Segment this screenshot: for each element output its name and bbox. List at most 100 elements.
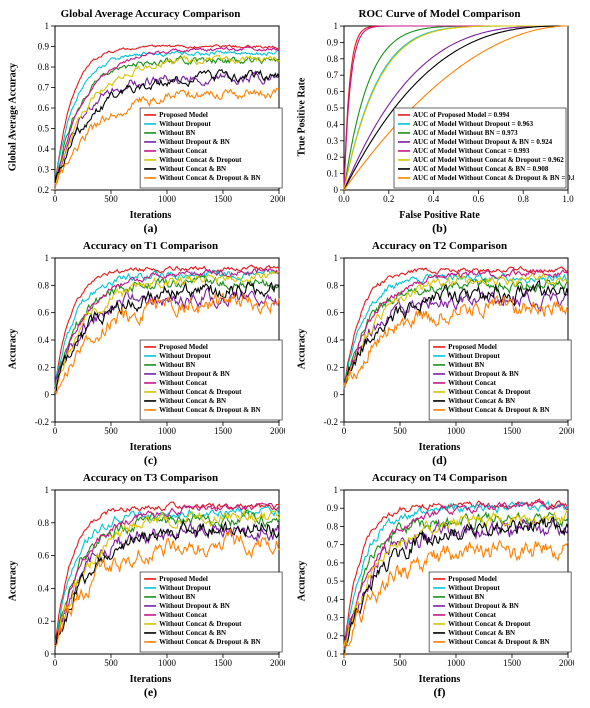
- svg-text:Without Concat: Without Concat: [448, 611, 497, 619]
- svg-text:0.5: 0.5: [326, 103, 338, 113]
- panel-d-chart: Accuracy 0500100015002000-0.200.20.40.60…: [306, 254, 574, 444]
- svg-text:0.4: 0.4: [326, 594, 338, 604]
- panel-a-sublabel: (a): [144, 221, 158, 236]
- svg-text:0.6: 0.6: [326, 558, 338, 568]
- panel-d-ylabel: Accuracy: [296, 329, 307, 370]
- svg-text:0.4: 0.4: [326, 119, 338, 129]
- svg-text:Without Dropout & BN: Without Dropout & BN: [159, 370, 230, 378]
- panel-d-sublabel: (d): [432, 453, 447, 468]
- svg-text:Without Concat: Without Concat: [159, 379, 208, 387]
- panel-a-title: Global Average Accuracy Comparison: [61, 8, 241, 20]
- svg-text:Without Dropout: Without Dropout: [448, 352, 500, 360]
- panel-f-title: Accuracy on T4 Comparison: [372, 472, 507, 484]
- svg-text:Without BN: Without BN: [448, 361, 484, 369]
- svg-text:0.2: 0.2: [326, 362, 337, 372]
- svg-text:Proposed Model: Proposed Model: [159, 343, 208, 351]
- svg-text:1: 1: [333, 254, 338, 263]
- svg-text:2000: 2000: [559, 426, 574, 436]
- svg-text:AUC of Model Without Concat =: AUC of Model Without Concat = 0.993: [413, 147, 530, 155]
- svg-text:0.4: 0.4: [37, 335, 49, 345]
- svg-text:0.8: 0.8: [326, 54, 338, 64]
- svg-text:-0.2: -0.2: [34, 417, 48, 427]
- svg-text:1: 1: [333, 22, 338, 31]
- panel-c-chart: Accuracy 0500100015002000-0.200.20.40.60…: [17, 254, 285, 444]
- svg-text:0: 0: [333, 390, 338, 400]
- svg-text:Without BN: Without BN: [159, 361, 195, 369]
- svg-text:0.4: 0.4: [427, 194, 439, 204]
- svg-text:Without Dropout & BN: Without Dropout & BN: [448, 370, 519, 378]
- svg-text:0.0: 0.0: [338, 194, 350, 204]
- svg-text:Without Concat: Without Concat: [448, 379, 497, 387]
- panel-c-sublabel: (c): [144, 453, 157, 468]
- svg-text:0: 0: [52, 194, 57, 204]
- svg-text:1500: 1500: [214, 426, 233, 436]
- svg-text:0: 0: [44, 390, 49, 400]
- svg-text:0: 0: [52, 426, 57, 436]
- svg-text:1000: 1000: [158, 658, 177, 668]
- panel-e-sublabel: (e): [144, 685, 157, 700]
- svg-text:Without Dropout: Without Dropout: [448, 584, 500, 592]
- svg-text:1: 1: [44, 254, 49, 263]
- svg-text:0.7: 0.7: [326, 540, 338, 550]
- svg-text:AUC of Model Without Concat &: AUC of Model Without Concat & BN = 0.908: [413, 165, 549, 173]
- svg-text:0.5: 0.5: [326, 576, 338, 586]
- svg-text:500: 500: [393, 426, 407, 436]
- svg-text:0.2: 0.2: [37, 185, 48, 195]
- svg-text:Without BN: Without BN: [159, 129, 195, 137]
- svg-text:0.2: 0.2: [326, 152, 337, 162]
- svg-text:0.3: 0.3: [326, 613, 338, 623]
- svg-text:Proposed Model: Proposed Model: [159, 575, 208, 583]
- svg-text:1500: 1500: [503, 658, 522, 668]
- svg-text:Without Dropout & BN: Without Dropout & BN: [159, 602, 230, 610]
- svg-text:0.8: 0.8: [326, 521, 338, 531]
- panel-a-ylabel: Global Average Accuracy: [7, 63, 18, 171]
- svg-text:Without Concat & BN: Without Concat & BN: [448, 629, 515, 637]
- panel-b-sublabel: (b): [432, 221, 447, 236]
- panel-e-chart: Accuracy 050010001500200000.20.40.60.81P…: [17, 486, 285, 676]
- svg-text:0.3: 0.3: [37, 165, 49, 175]
- panel-b-chart: True Positive Rate 0.00.20.40.60.81.000.…: [306, 22, 574, 212]
- svg-text:Without Concat & BN: Without Concat & BN: [448, 397, 515, 405]
- panel-e: Accuracy on T3 Comparison Accuracy 05001…: [8, 472, 293, 700]
- svg-text:Without BN: Without BN: [159, 593, 195, 601]
- svg-text:0.9: 0.9: [326, 503, 338, 513]
- svg-text:1000: 1000: [447, 658, 466, 668]
- svg-text:0: 0: [341, 658, 346, 668]
- svg-text:0: 0: [341, 426, 346, 436]
- svg-text:0.9: 0.9: [326, 37, 338, 47]
- svg-text:0.1: 0.1: [326, 649, 337, 659]
- panel-b: ROC Curve of Model Comparison True Posit…: [297, 8, 582, 236]
- svg-text:Without Concat & Dropout: Without Concat & Dropout: [448, 620, 531, 628]
- svg-text:0.2: 0.2: [37, 362, 48, 372]
- svg-text:Without Dropout & BN: Without Dropout & BN: [159, 138, 230, 146]
- svg-text:Without Concat & Dropout & BN: Without Concat & Dropout & BN: [448, 638, 549, 646]
- panel-f-sublabel: (f): [434, 685, 446, 700]
- panel-f-chart: Accuracy 05001000150020000.10.20.30.40.5…: [306, 486, 574, 676]
- panel-c-title: Accuracy on T1 Comparison: [83, 240, 218, 252]
- svg-text:0.8: 0.8: [517, 194, 529, 204]
- panel-d-title: Accuracy on T2 Comparison: [372, 240, 507, 252]
- panel-c: Accuracy on T1 Comparison Accuracy 05001…: [8, 240, 293, 468]
- svg-text:0.2: 0.2: [383, 194, 394, 204]
- svg-text:Without Dropout & BN: Without Dropout & BN: [448, 602, 519, 610]
- svg-text:1500: 1500: [214, 194, 233, 204]
- svg-text:0.6: 0.6: [37, 103, 49, 113]
- svg-text:Without Dropout: Without Dropout: [159, 352, 211, 360]
- svg-text:AUC of Model Without Concat &: AUC of Model Without Concat & Dropout & …: [413, 174, 574, 182]
- svg-text:0.7: 0.7: [37, 83, 49, 93]
- svg-text:2000: 2000: [270, 194, 285, 204]
- svg-text:0: 0: [333, 185, 338, 195]
- svg-text:Without Concat & Dropout & BN: Without Concat & Dropout & BN: [159, 174, 260, 182]
- panel-grid: Global Average Accuracy Comparison Globa…: [8, 8, 582, 700]
- svg-text:0.7: 0.7: [326, 70, 338, 80]
- svg-text:0.4: 0.4: [37, 144, 49, 154]
- svg-text:0: 0: [52, 658, 57, 668]
- svg-text:AUC of Model Without Dropout =: AUC of Model Without Dropout = 0.963: [413, 120, 534, 128]
- svg-text:0.5: 0.5: [37, 124, 49, 134]
- svg-text:Without Concat & BN: Without Concat & BN: [159, 397, 226, 405]
- svg-text:0.6: 0.6: [37, 308, 49, 318]
- svg-text:500: 500: [104, 426, 118, 436]
- panel-d: Accuracy on T2 Comparison Accuracy 0 500 1…: [297, 240, 582, 468]
- svg-text:0.1: 0.1: [326, 169, 337, 179]
- svg-text:Without Concat & Dropout: Without Concat & Dropout: [159, 388, 242, 396]
